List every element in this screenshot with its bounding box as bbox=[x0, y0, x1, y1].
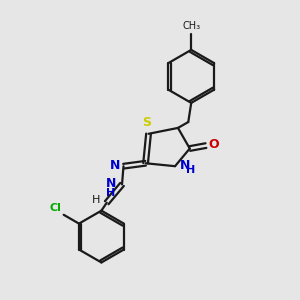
Text: N: N bbox=[180, 159, 191, 172]
Text: N: N bbox=[106, 177, 117, 190]
Text: H: H bbox=[186, 165, 196, 175]
Text: O: O bbox=[208, 139, 219, 152]
Text: S: S bbox=[142, 116, 152, 128]
Text: CH₃: CH₃ bbox=[182, 21, 200, 31]
Text: H: H bbox=[92, 195, 100, 205]
Text: H: H bbox=[106, 188, 116, 198]
Text: N: N bbox=[110, 158, 120, 172]
Text: Cl: Cl bbox=[50, 203, 61, 213]
